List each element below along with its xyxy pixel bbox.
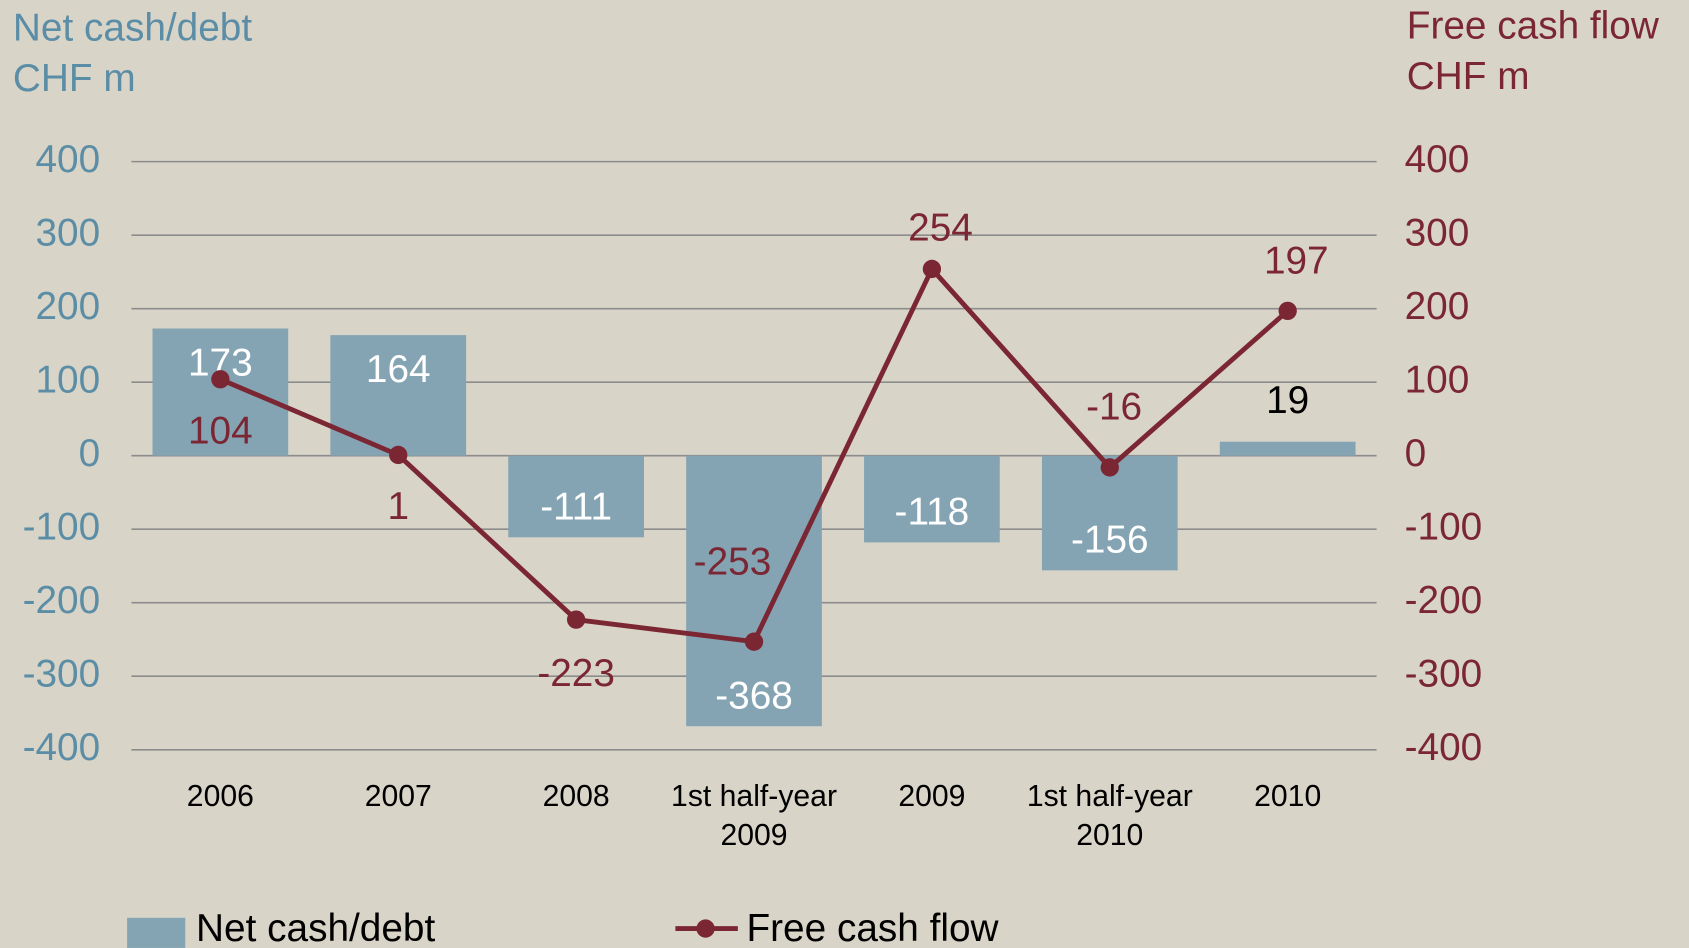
bar [152,328,289,456]
legend-label: Free cash flow [746,907,999,948]
y2-tick-label: 400 [1405,138,1470,181]
x-tick-label-line: 2010 [1076,819,1143,852]
y2-tick-label: 300 [1405,211,1470,254]
legend-swatch [127,917,186,948]
y-tick-label: 0 [79,432,101,475]
bar-value-label: -118 [895,491,970,534]
line-value-label: 1 [387,485,409,528]
x-tick-label: 1st half-year 2010 [1027,780,1193,852]
y2-tick-label: 200 [1405,285,1470,328]
line-marker [389,445,408,465]
y-tick-label: 100 [35,358,100,401]
y2-tick-label: -400 [1405,726,1483,769]
y-tick-label: -100 [23,505,101,548]
bar-value-label: -111 [540,486,612,529]
bar-value-label: 164 [366,348,431,391]
x-tick-label-line: 1st half-year [671,780,837,813]
y2-tick-label: -200 [1405,579,1483,622]
y2-axis-title: CHF m [1407,55,1530,98]
y2-axis-title: Free cash flow [1407,4,1660,47]
line-value-label: -223 [537,652,615,695]
line-marker [1100,458,1119,477]
legend-label: Net cash/debt [196,907,435,948]
x-tick-label-line: 1st half-year [1027,780,1193,813]
bar [686,455,822,727]
x-tick-label: 1st half-year 2009 [671,780,837,852]
bar-value-label: -156 [1071,519,1149,562]
bar [864,455,1000,543]
x-tick-label: 2009 [898,780,965,813]
line-value-label: 104 [188,409,253,452]
x-tick-label: 2008 [543,780,610,813]
bar-value-label: -368 [715,674,793,717]
y-tick-label: 400 [35,138,100,181]
y-tick-label: 200 [35,285,100,328]
bar [508,455,644,538]
legend-swatch [696,919,715,938]
x-tick-label: 2010 [1254,780,1321,813]
y2-tick-label: 100 [1405,358,1470,401]
line-value-label: 254 [908,206,973,249]
y-axis-title: Net cash/debt [13,6,252,49]
y2-tick-label: 0 [1405,432,1427,475]
y-tick-label: -400 [23,726,101,769]
y-tick-label: -200 [23,579,101,622]
x-tick-label: 2007 [365,780,432,813]
line-marker [922,259,942,279]
y2-tick-label: -300 [1405,652,1483,695]
y-tick-label: 300 [35,211,100,254]
bar-value-label: 19 [1266,379,1309,422]
line-value-label: -253 [694,540,772,583]
bar [1219,441,1356,456]
line-value-label: 197 [1264,240,1329,283]
line-marker [744,632,764,651]
x-tick-label-line: 2009 [720,819,787,852]
y-tick-label: -300 [23,652,101,695]
y-axis-title: CHF m [13,57,136,100]
x-tick-label: 2006 [187,780,254,813]
y2-tick-label: -100 [1405,505,1483,548]
line-marker [566,610,586,629]
line-marker [211,370,230,389]
line-marker [1278,301,1297,321]
line-value-label: -16 [1086,386,1142,429]
